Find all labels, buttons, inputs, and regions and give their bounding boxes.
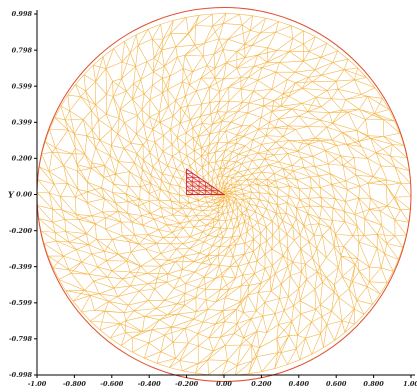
x-tick-label: -1.00 [28,380,47,388]
y-tick-label: -0.599 [9,299,33,307]
x-tick-label: -0.200 [175,380,199,388]
y-tick-label: 0.798 [12,46,33,54]
y-axis-label: Y [8,190,15,200]
x-tick-label: 0.400 [289,380,310,388]
y-tick-label: -0.200 [9,227,33,235]
x-tick-label: 0.00 [216,380,232,388]
y-tick-label: 0.998 [12,10,33,18]
x-tick-label: -0.400 [138,380,162,388]
x-tick-label: 0.200 [251,380,272,388]
x-tick-label: -0.800 [63,380,87,388]
x-tick-label: -0.600 [100,380,124,388]
y-tick-label: -0.798 [9,335,33,343]
x-tick-label: 1.00 [403,380,417,388]
y-tick-label: 0.399 [12,119,33,127]
x-tick-label: 0.600 [326,380,347,388]
inner-triangle-mesh [186,168,226,195]
mesh-lines [36,13,412,376]
y-tick-label: -0.998 [9,371,33,379]
y-tick-label: 0.00 [16,191,32,199]
y-tick-label: -0.399 [9,263,33,271]
x-tick-label: 0.800 [363,380,384,388]
y-tick-label: 0.599 [12,82,33,90]
y-tick-label: 0.200 [12,155,33,163]
axes: 0.998 0.798 0.599 0.399 0.200 0.00 -0.200 -0.39… [9,10,417,388]
